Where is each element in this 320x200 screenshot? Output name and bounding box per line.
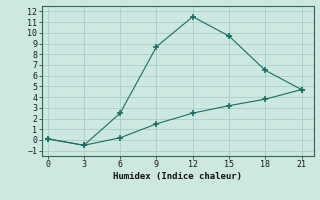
X-axis label: Humidex (Indice chaleur): Humidex (Indice chaleur) — [113, 172, 242, 181]
